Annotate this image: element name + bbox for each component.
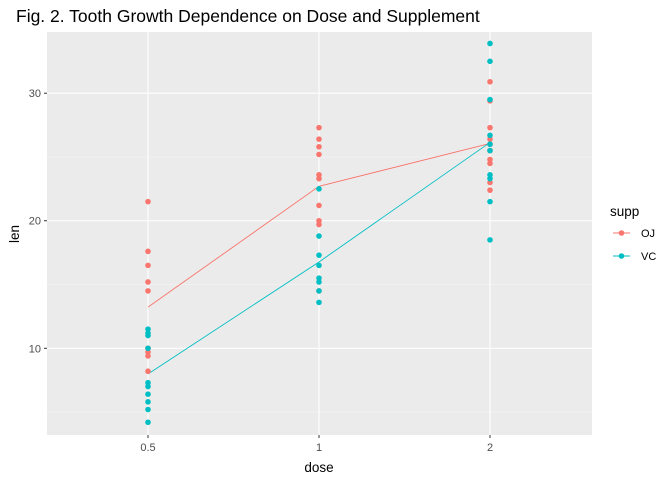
point-oj: [487, 124, 493, 131]
point-vc: [487, 96, 493, 103]
point-vc: [145, 419, 151, 426]
point-oj: [145, 279, 151, 285]
x-axis-title: dose: [304, 460, 333, 475]
data-points: [145, 40, 493, 426]
point-oj: [316, 124, 322, 131]
point-vc: [145, 383, 151, 390]
point-oj: [487, 160, 493, 167]
y-tick-label: 20: [29, 216, 41, 228]
legend-key-point-oj: [618, 230, 625, 236]
point-oj: [316, 151, 322, 158]
point-oj: [316, 175, 322, 182]
axis-ticks: 10 20 30 0.5 1 2: [29, 88, 493, 454]
point-vc: [487, 132, 493, 139]
point-vc: [145, 332, 151, 339]
point-vc: [487, 175, 493, 182]
point-oj: [487, 179, 493, 186]
point-oj: [487, 156, 493, 163]
series-line-vc: [147, 142, 491, 375]
point-vc: [316, 233, 322, 239]
point-vc: [316, 279, 322, 285]
point-oj: [316, 202, 322, 209]
point-vc: [145, 406, 151, 413]
x-tick-label: 2: [487, 442, 493, 454]
point-oj: [145, 248, 151, 255]
point-vc: [487, 237, 493, 243]
point-oj: [145, 198, 151, 205]
point-vc: [487, 58, 493, 65]
legend-key-point-vc: [618, 253, 625, 259]
point-vc: [316, 252, 322, 258]
x-tick-label: 1: [316, 442, 322, 454]
point-vc: [316, 186, 322, 192]
point-vc: [145, 391, 151, 397]
point-oj: [316, 221, 322, 228]
x-tick-label: 0.5: [140, 442, 155, 454]
y-tick-label: 30: [29, 88, 41, 100]
point-vc: [145, 399, 151, 405]
point-vc: [145, 379, 151, 386]
point-vc: [316, 262, 322, 269]
point-vc: [145, 345, 151, 352]
point-oj: [145, 262, 151, 269]
point-oj: [145, 353, 151, 359]
legend-title: supp: [610, 204, 639, 219]
point-oj: [316, 143, 322, 150]
point-oj: [145, 368, 151, 375]
point-oj: [316, 136, 322, 142]
chart-title: Fig. 2. Tooth Growth Dependence on Dose …: [16, 6, 480, 26]
point-oj: [487, 78, 493, 85]
point-oj: [487, 136, 493, 142]
legend-label-oj: OJ: [641, 228, 655, 240]
point-vc: [316, 299, 322, 306]
point-vc: [487, 198, 493, 205]
point-vc: [487, 141, 493, 148]
point-oj: [145, 288, 151, 294]
point-vc: [487, 147, 493, 154]
point-vc: [487, 40, 493, 47]
point-vc: [316, 288, 322, 294]
y-axis-title: len: [7, 225, 22, 243]
legend-label-vc: VC: [641, 251, 656, 263]
legend: supp OJ VC: [610, 204, 656, 263]
y-tick-label: 10: [29, 343, 41, 355]
point-oj: [487, 187, 493, 193]
